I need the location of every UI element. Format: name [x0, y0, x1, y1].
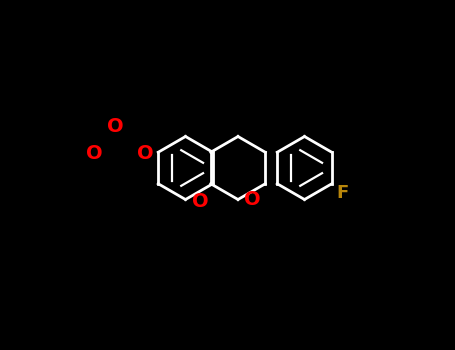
Text: O: O: [137, 145, 154, 163]
Text: O: O: [86, 145, 103, 163]
Text: F: F: [336, 184, 349, 202]
Text: O: O: [192, 192, 208, 211]
Text: O: O: [244, 190, 260, 209]
Text: O: O: [107, 117, 124, 135]
